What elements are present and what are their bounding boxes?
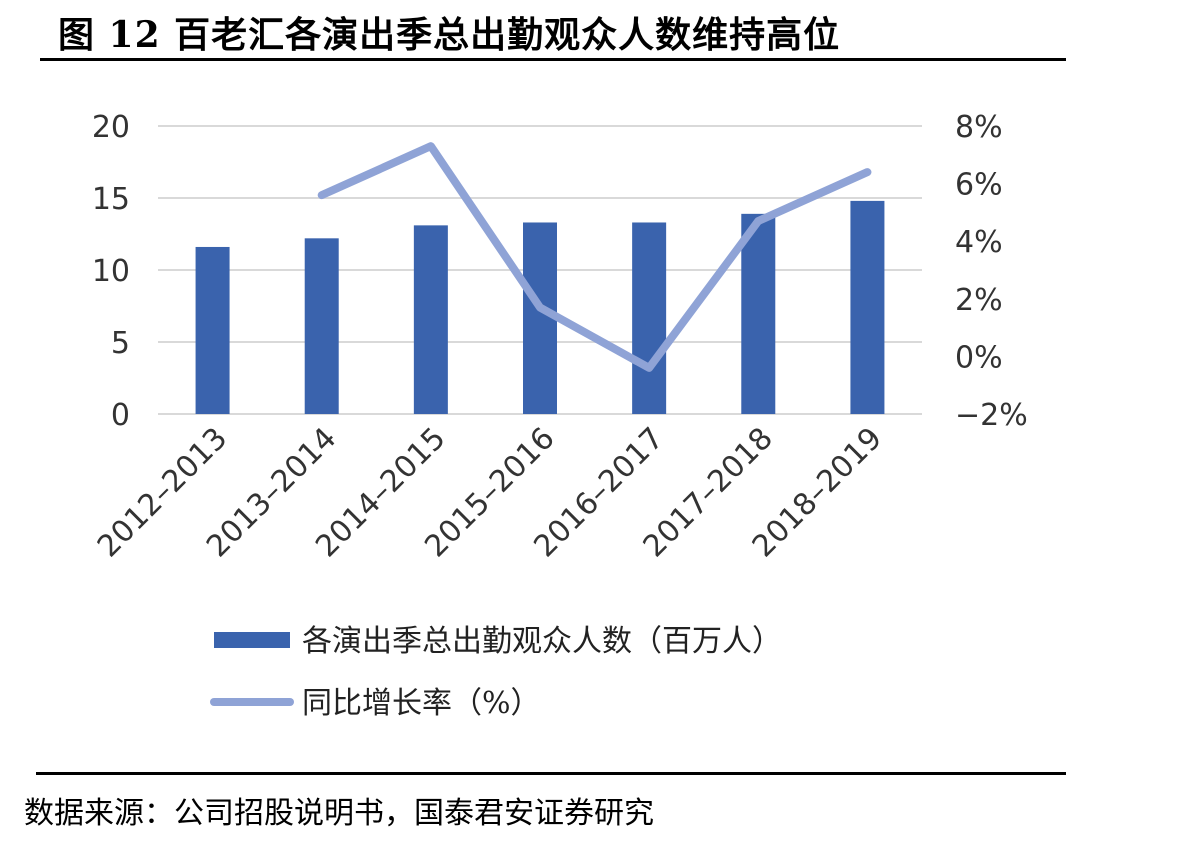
- source-note: 数据来源：公司招股说明书，国泰君安证券研究: [24, 796, 654, 831]
- bottom-rule: [36, 772, 1066, 775]
- growth-line: [317, 142, 872, 372]
- legend-bar-label: 各演出季总出勤观众人数（百万人）: [302, 624, 782, 659]
- x-axis-ticks: 2012–20132013–20142014–20152015–20162016…: [91, 421, 889, 564]
- legend-line-label: 同比增长率（%）: [302, 686, 541, 721]
- legend: 各演出季总出勤观众人数（百万人） 同比增长率（%）: [210, 624, 782, 721]
- top-rule: [40, 58, 1066, 61]
- legend-bar-swatch: [214, 632, 290, 648]
- right-tick-label: 0%: [955, 340, 1003, 375]
- bar: [850, 200, 885, 414]
- left-tick-label: 0: [111, 398, 130, 433]
- bar: [741, 213, 776, 414]
- left-tick-label: 20: [92, 110, 130, 145]
- right-tick-label: 6%: [955, 168, 1003, 203]
- left-axis-ticks: 0 5 10 15 20: [92, 110, 130, 433]
- right-tick-label: 4%: [955, 225, 1003, 260]
- bar: [304, 238, 339, 414]
- bar: [413, 225, 448, 414]
- right-tick-label: 8%: [955, 110, 1003, 145]
- line-series: [317, 142, 872, 372]
- left-tick-label: 10: [92, 254, 130, 289]
- bar: [632, 222, 667, 414]
- right-tick-label: 2%: [955, 283, 1003, 318]
- figure-title: 图 12 百老汇各演出季总出勤观众人数维持高位: [58, 14, 841, 56]
- bar: [195, 246, 230, 414]
- bar-series: [195, 200, 885, 414]
- right-tick-label: −2%: [955, 398, 1028, 433]
- left-tick-label: 5: [111, 326, 130, 361]
- right-axis-ticks: −2% 0% 2% 4% 6% 8%: [955, 110, 1028, 433]
- left-tick-label: 15: [92, 182, 130, 217]
